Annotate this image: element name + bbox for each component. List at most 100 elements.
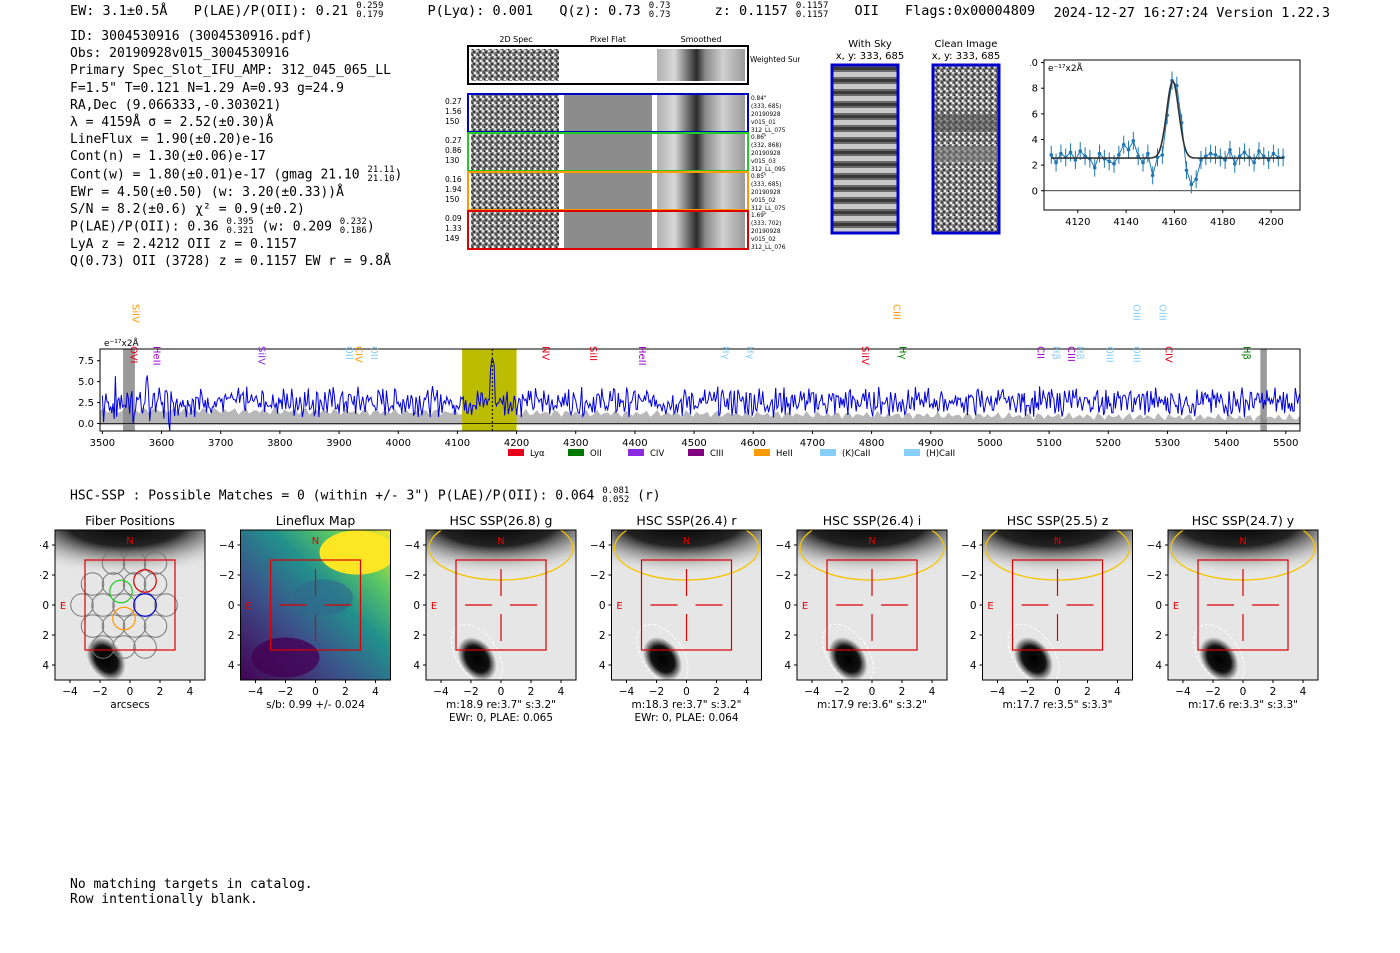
zoom-data-point xyxy=(1136,154,1140,158)
spec2d-row-meta: 0.85" xyxy=(751,174,767,180)
spec2d-row-meta: v015_01 xyxy=(751,120,776,126)
spec2d-row-stat: 1.33 xyxy=(445,224,462,233)
spectrum-xtick-label: 3800 xyxy=(267,438,292,449)
companion-source xyxy=(86,637,126,680)
zoom-data-point xyxy=(1213,153,1218,157)
zoom-data-point xyxy=(1199,158,1203,162)
bright-galaxy xyxy=(1168,530,1318,583)
panel-xtick-label: −2 xyxy=(649,686,664,698)
clean-image-coords: x, y: 333, 685 xyxy=(932,51,1001,62)
spectrum-xtick-label: 4300 xyxy=(563,438,588,449)
panel-caption: m:17.9 re:3.6" s:3.2" xyxy=(817,699,927,711)
spec2d-cell xyxy=(471,212,559,248)
spec2d-row-meta: v015_03 xyxy=(751,159,776,165)
panel-ytick-label: 0 xyxy=(1155,600,1162,612)
legend-swatch xyxy=(568,449,584,456)
panel-ytick-label: 4 xyxy=(1155,660,1162,672)
zoom-data-point xyxy=(1237,154,1242,158)
spec2d-row-meta: 0.86" xyxy=(751,135,767,141)
east-label: E xyxy=(802,601,808,612)
north-label: N xyxy=(497,536,504,547)
imaging-panel: Fiber Positions N E −4 4 −2 2 0 0 2 −2 4 −4 arcsecs xyxy=(40,513,206,711)
smoothed-cell xyxy=(657,134,745,170)
panel-ytick-label: 2 xyxy=(599,630,606,642)
zoom-data-point xyxy=(1204,154,1208,158)
panel-caption: arcsecs xyxy=(110,699,149,711)
panel-ytick-label: −4 xyxy=(776,540,792,552)
spec2d-row-meta: 312_LL_075 xyxy=(751,206,786,212)
legend-label: CIII xyxy=(710,449,723,459)
zoom-data-point xyxy=(1107,159,1112,164)
spec2d-row-meta: (333, 702) xyxy=(751,221,781,227)
panel-xtick-label: −4 xyxy=(804,686,820,698)
weighted-sum-label: Weighted Sum xyxy=(750,55,800,64)
east-label: E xyxy=(1173,601,1179,612)
panel-xtick-label: 0 xyxy=(683,686,690,698)
spectrum-xtick-label: 3500 xyxy=(90,438,115,449)
zoom-xtick-label: 4140 xyxy=(1113,217,1138,228)
east-label: E xyxy=(616,601,622,612)
panel-caption: EWr: 0, PLAE: 0.064 xyxy=(634,712,738,723)
info-id: ID: 3004530916 (3004530916.pdf) xyxy=(70,29,313,44)
zoom-data-point xyxy=(1112,162,1116,166)
zoom-data-point xyxy=(1141,160,1145,165)
zoom-data-point xyxy=(1150,173,1155,178)
panel-xtick-label: 4 xyxy=(1300,686,1307,698)
fiber-circle xyxy=(133,635,157,659)
emission-line-label: Hγ xyxy=(896,346,907,360)
spec2d-row-meta: (333, 685) xyxy=(751,182,781,188)
zoom-data-point xyxy=(1252,160,1256,165)
header-ew: EW: 3.1±0.5Å xyxy=(70,3,168,19)
info-lineflux: LineFlux = 1.90(±0.20)e-16 xyxy=(70,132,274,148)
spectrum-xtick-label: 4900 xyxy=(918,438,943,449)
emission-line-label: SiII xyxy=(587,346,598,361)
panel-ytick-label: 0 xyxy=(784,600,791,612)
emission-line-label: CIII xyxy=(1065,346,1076,362)
emission-line-label: OIII xyxy=(1157,304,1168,321)
companion-source xyxy=(828,637,868,680)
spectrum-xtick-label: 3600 xyxy=(149,438,174,449)
zoom-data-point xyxy=(1131,138,1136,143)
panel-ytick-label: −4 xyxy=(219,540,235,552)
panel-caption: m:18.9 re:3.7" s:3.2" xyxy=(446,699,556,711)
zoom-data-point xyxy=(1261,154,1266,158)
emission-line-label: HeII xyxy=(636,346,647,366)
panel-image xyxy=(611,530,762,680)
zoom-data-point xyxy=(1054,160,1058,165)
bright-galaxy xyxy=(797,530,947,583)
hsc-summary: HSC-SSP : Possible Matches = 0 (within +… xyxy=(70,486,661,505)
zoom-data-point xyxy=(1068,150,1073,155)
panel-ytick-label: −4 xyxy=(1147,540,1163,552)
spectrum-unit-label: e⁻¹⁷x2Å xyxy=(104,337,140,349)
spec2d-row-meta: 0.84" xyxy=(751,96,767,102)
panel-ytick-label: −4 xyxy=(590,540,606,552)
spec2d-row-meta: 20190928 xyxy=(751,112,781,118)
zoom-data-point xyxy=(1073,158,1078,162)
panel-xtick-label: 4 xyxy=(743,686,750,698)
search-box xyxy=(640,559,733,651)
panel-ytick-label: 0 xyxy=(599,600,606,612)
fiber-circle xyxy=(143,572,168,596)
info-obs: Obs: 20190928v015_3004530916 xyxy=(70,46,290,62)
panel-image xyxy=(55,530,205,680)
pixel-flat-cell xyxy=(564,134,652,170)
north-label: N xyxy=(1054,536,1061,547)
footer-line: No matching targets in catalog. xyxy=(70,877,313,892)
zoom-data-point xyxy=(1242,150,1247,155)
spec2d-row-stat: 0.27 xyxy=(445,136,462,145)
spec2d-row-stat: 0.16 xyxy=(445,175,462,184)
legend-label: Lyα xyxy=(530,449,545,459)
panel-caption: s/b: 0.99 +/- 0.024 xyxy=(266,699,365,711)
fiber-circle xyxy=(143,551,168,575)
spectrum-xtick-label: 5100 xyxy=(1036,438,1061,449)
legend-label: OII xyxy=(590,449,602,459)
zoom-ytick-label: 6 xyxy=(1032,109,1038,120)
zoom-ytick-label: 4 xyxy=(1032,135,1038,146)
fiber-circle xyxy=(80,572,105,596)
panel-xtick-label: 2 xyxy=(342,686,349,698)
bright-galaxy xyxy=(426,530,576,583)
